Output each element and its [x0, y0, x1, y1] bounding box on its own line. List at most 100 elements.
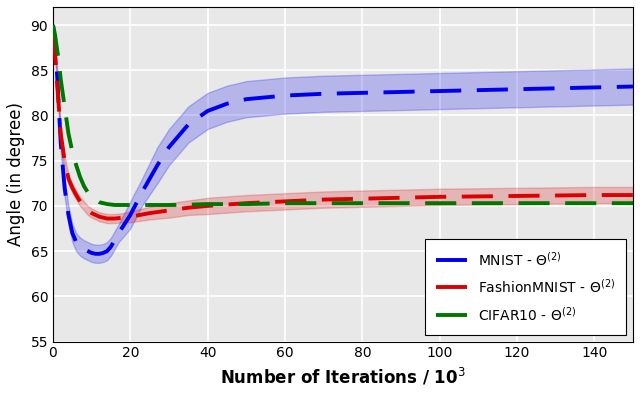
CIFAR10 - $\Theta^{(2)}$ [591, 201, 598, 206]
FashionMNIST - $\Theta^{(2)}$ [320, 197, 328, 202]
FashionMNIST - $\Theta^{(2)}$ [53, 77, 61, 82]
MNIST - $\Theta^{(2)}$ [397, 89, 405, 94]
CIFAR10 - $\Theta^{(2)}$ [146, 203, 154, 207]
CIFAR10 - $\Theta^{(2)}$ [358, 201, 366, 206]
MNIST - $\Theta^{(2)}$ [552, 86, 559, 91]
MNIST - $\Theta^{(2)}$ [474, 88, 482, 93]
FashionMNIST - $\Theta^{(2)}$ [281, 199, 289, 204]
FashionMNIST - $\Theta^{(2)}$ [204, 204, 211, 208]
FashionMNIST - $\Theta^{(2)}$ [127, 214, 134, 219]
CIFAR10 - $\Theta^{(2)}$ [95, 200, 103, 204]
CIFAR10 - $\Theta^{(2)}$ [243, 202, 250, 206]
FashionMNIST - $\Theta^{(2)}$ [358, 196, 366, 201]
CIFAR10 - $\Theta^{(2)}$ [61, 104, 68, 109]
FashionMNIST - $\Theta^{(2)}$ [76, 199, 84, 204]
MNIST - $\Theta^{(2)}$ [629, 84, 637, 89]
MNIST - $\Theta^{(2)}$ [154, 163, 161, 167]
FashionMNIST - $\Theta^{(2)}$ [55, 104, 63, 109]
MNIST - $\Theta^{(2)}$ [80, 247, 88, 252]
CIFAR10 - $\Theta^{(2)}$ [134, 203, 142, 207]
FashionMNIST - $\Theta^{(2)}$ [72, 193, 80, 197]
CIFAR10 - $\Theta^{(2)}$ [204, 202, 211, 206]
FashionMNIST - $\Theta^{(2)}$ [65, 177, 72, 181]
MNIST - $\Theta^{(2)}$ [436, 89, 444, 93]
MNIST - $\Theta^{(2)}$ [243, 97, 250, 102]
FashionMNIST - $\Theta^{(2)}$ [84, 208, 92, 213]
MNIST - $\Theta^{(2)}$ [61, 186, 68, 190]
FashionMNIST - $\Theta^{(2)}$ [111, 216, 118, 221]
MNIST - $\Theta^{(2)}$ [320, 91, 328, 96]
MNIST - $\Theta^{(2)}$ [138, 190, 146, 195]
MNIST - $\Theta^{(2)}$ [99, 251, 107, 255]
MNIST - $\Theta^{(2)}$ [223, 101, 231, 106]
CIFAR10 - $\Theta^{(2)}$ [72, 163, 80, 167]
CIFAR10 - $\Theta^{(2)}$ [127, 203, 134, 207]
MNIST - $\Theta^{(2)}$ [49, 23, 57, 28]
CIFAR10 - $\Theta^{(2)}$ [57, 77, 65, 82]
CIFAR10 - $\Theta^{(2)}$ [629, 201, 637, 206]
CIFAR10 - $\Theta^{(2)}$ [436, 201, 444, 206]
CIFAR10 - $\Theta^{(2)}$ [53, 45, 61, 50]
MNIST - $\Theta^{(2)}$ [68, 230, 76, 235]
FashionMNIST - $\Theta^{(2)}$ [629, 193, 637, 197]
FashionMNIST - $\Theta^{(2)}$ [95, 214, 103, 219]
FashionMNIST - $\Theta^{(2)}$ [49, 32, 57, 36]
CIFAR10 - $\Theta^{(2)}$ [68, 149, 76, 154]
CIFAR10 - $\Theta^{(2)}$ [49, 23, 57, 28]
FashionMNIST - $\Theta^{(2)}$ [243, 201, 250, 206]
CIFAR10 - $\Theta^{(2)}$ [119, 203, 127, 207]
CIFAR10 - $\Theta^{(2)}$ [173, 203, 180, 207]
X-axis label: Number of Iterations / 10$^3$: Number of Iterations / 10$^3$ [220, 366, 466, 387]
MNIST - $\Theta^{(2)}$ [107, 244, 115, 249]
CIFAR10 - $\Theta^{(2)}$ [76, 175, 84, 179]
FashionMNIST - $\Theta^{(2)}$ [80, 204, 88, 208]
FashionMNIST - $\Theta^{(2)}$ [591, 193, 598, 197]
MNIST - $\Theta^{(2)}$ [65, 213, 72, 217]
MNIST - $\Theta^{(2)}$ [115, 230, 123, 235]
CIFAR10 - $\Theta^{(2)}$ [80, 184, 88, 188]
FashionMNIST - $\Theta^{(2)}$ [51, 50, 59, 54]
FashionMNIST - $\Theta^{(2)}$ [61, 158, 68, 163]
MNIST - $\Theta^{(2)}$ [184, 122, 192, 127]
FashionMNIST - $\Theta^{(2)}$ [88, 211, 95, 216]
CIFAR10 - $\Theta^{(2)}$ [281, 201, 289, 206]
Line: FashionMNIST - $\Theta^{(2)}$: FashionMNIST - $\Theta^{(2)}$ [53, 34, 633, 219]
MNIST - $\Theta^{(2)}$ [51, 41, 59, 45]
CIFAR10 - $\Theta^{(2)}$ [513, 201, 521, 206]
FashionMNIST - $\Theta^{(2)}$ [513, 193, 521, 198]
MNIST - $\Theta^{(2)}$ [204, 109, 211, 113]
CIFAR10 - $\Theta^{(2)}$ [157, 203, 165, 207]
Line: CIFAR10 - $\Theta^{(2)}$: CIFAR10 - $\Theta^{(2)}$ [53, 25, 633, 205]
MNIST - $\Theta^{(2)}$ [53, 68, 61, 72]
CIFAR10 - $\Theta^{(2)}$ [84, 190, 92, 195]
Legend: MNIST - $\Theta^{(2)}$, FashionMNIST - $\Theta^{(2)}$, CIFAR10 - $\Theta^{(2)}$: MNIST - $\Theta^{(2)}$, FashionMNIST - $… [425, 239, 626, 335]
CIFAR10 - $\Theta^{(2)}$ [65, 131, 72, 136]
MNIST - $\Theta^{(2)}$ [127, 213, 134, 217]
FashionMNIST - $\Theta^{(2)}$ [436, 195, 444, 199]
MNIST - $\Theta^{(2)}$ [95, 251, 103, 256]
MNIST - $\Theta^{(2)}$ [55, 104, 63, 109]
MNIST - $\Theta^{(2)}$ [57, 140, 65, 145]
FashionMNIST - $\Theta^{(2)}$ [68, 186, 76, 190]
FashionMNIST - $\Theta^{(2)}$ [57, 131, 65, 136]
CIFAR10 - $\Theta^{(2)}$ [111, 203, 118, 207]
MNIST - $\Theta^{(2)}$ [76, 244, 84, 249]
FashionMNIST - $\Theta^{(2)}$ [146, 211, 154, 216]
MNIST - $\Theta^{(2)}$ [281, 93, 289, 98]
MNIST - $\Theta^{(2)}$ [165, 145, 173, 149]
MNIST - $\Theta^{(2)}$ [92, 251, 99, 256]
MNIST - $\Theta^{(2)}$ [84, 249, 92, 253]
MNIST - $\Theta^{(2)}$ [591, 85, 598, 90]
MNIST - $\Theta^{(2)}$ [72, 240, 80, 244]
MNIST - $\Theta^{(2)}$ [103, 249, 111, 253]
CIFAR10 - $\Theta^{(2)}$ [55, 59, 63, 63]
MNIST - $\Theta^{(2)}$ [358, 91, 366, 95]
MNIST - $\Theta^{(2)}$ [88, 251, 95, 255]
FashionMNIST - $\Theta^{(2)}$ [165, 208, 173, 213]
FashionMNIST - $\Theta^{(2)}$ [119, 215, 127, 220]
MNIST - $\Theta^{(2)}$ [513, 87, 521, 91]
FashionMNIST - $\Theta^{(2)}$ [184, 205, 192, 210]
Y-axis label: Angle (in degree): Angle (in degree) [7, 102, 25, 246]
FashionMNIST - $\Theta^{(2)}$ [103, 216, 111, 221]
CIFAR10 - $\Theta^{(2)}$ [88, 195, 95, 199]
